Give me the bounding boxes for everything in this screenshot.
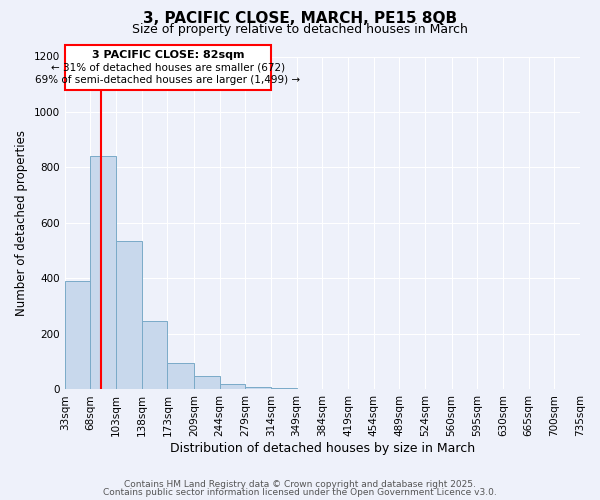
- Text: Contains HM Land Registry data © Crown copyright and database right 2025.: Contains HM Land Registry data © Crown c…: [124, 480, 476, 489]
- Text: 3, PACIFIC CLOSE, MARCH, PE15 8QB: 3, PACIFIC CLOSE, MARCH, PE15 8QB: [143, 11, 457, 26]
- Bar: [194, 376, 220, 390]
- Bar: [296, 389, 322, 390]
- Y-axis label: Number of detached properties: Number of detached properties: [15, 130, 28, 316]
- Bar: [167, 363, 194, 390]
- Text: 3 PACIFIC CLOSE: 82sqm: 3 PACIFIC CLOSE: 82sqm: [92, 50, 244, 60]
- Bar: [220, 384, 245, 390]
- Bar: [142, 320, 167, 390]
- Bar: [271, 388, 296, 390]
- Bar: [116, 241, 142, 390]
- Bar: [65, 281, 91, 390]
- X-axis label: Distribution of detached houses by size in March: Distribution of detached houses by size …: [170, 442, 475, 455]
- Text: ← 31% of detached houses are smaller (672): ← 31% of detached houses are smaller (67…: [51, 62, 285, 72]
- Text: Contains public sector information licensed under the Open Government Licence v3: Contains public sector information licen…: [103, 488, 497, 497]
- Bar: [245, 387, 271, 390]
- Text: 69% of semi-detached houses are larger (1,499) →: 69% of semi-detached houses are larger (…: [35, 75, 301, 85]
- Bar: [91, 156, 116, 390]
- FancyBboxPatch shape: [65, 46, 271, 90]
- Text: Size of property relative to detached houses in March: Size of property relative to detached ho…: [132, 22, 468, 36]
